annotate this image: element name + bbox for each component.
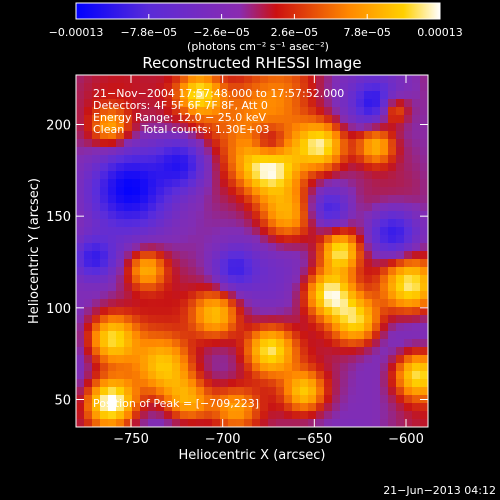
x-tick-label: −600 xyxy=(388,432,424,447)
annotation-counts: Clean Total counts: 1.30E+03 xyxy=(93,123,270,136)
y-tick-label: 100 xyxy=(46,302,71,317)
annotation-time: 21−Nov−2004 17:57:48.000 to 17:57:52.000 xyxy=(93,87,344,100)
y-tick-label: 200 xyxy=(46,119,71,134)
y-tick-label: 50 xyxy=(54,394,71,409)
colorbar-tick-label: −7.8e−05 xyxy=(120,26,177,39)
footer-timestamp: 21−Jun−2013 04:12 xyxy=(383,484,496,497)
peak-position-label: Position of Peak = [−709,223] xyxy=(93,397,259,410)
x-tick-label: −700 xyxy=(205,432,241,447)
colorbar-tick-label: −2.6e−05 xyxy=(193,26,250,39)
y-tick-label: 150 xyxy=(46,210,71,225)
colorbar xyxy=(75,2,441,20)
colorbar-tick-labels: −0.00013 −7.8e−05 −2.6e−05 2.6e−05 7.8e−05 0.… xyxy=(49,26,463,39)
heatmap-image xyxy=(76,75,428,427)
annotation-block: 21−Nov−2004 17:57:48.000 to 17:57:52.000… xyxy=(93,87,344,136)
colorbar-ticks xyxy=(75,14,441,19)
x-tick-label: −750 xyxy=(113,432,149,447)
y-axis-ticks: 50 100 150 200 xyxy=(46,119,428,409)
x-tick-label: −650 xyxy=(296,432,332,447)
colorbar-tick-label: 7.8e−05 xyxy=(343,26,390,39)
plot-frame xyxy=(75,74,429,428)
annotation-detectors: Detectors: 4F 5F 6F 7F 8F, Att 0 xyxy=(93,99,268,112)
annotation-energy: Energy Range: 12.0 − 25.0 keV xyxy=(93,111,267,124)
x-axis-ticks: −750 −700 −650 −600 xyxy=(113,75,424,447)
colorbar-tick-label: 0.00013 xyxy=(417,26,463,39)
colorbar-units: (photons cm⁻² s⁻¹ asec⁻²) xyxy=(187,40,329,53)
colorbar-tick-label: 2.6e−05 xyxy=(271,26,318,39)
colorbar-tick-label: −0.00013 xyxy=(49,26,104,39)
y-axis-label: Heliocentric Y (arcsec) xyxy=(27,178,42,324)
x-axis-label: Heliocentric X (arcsec) xyxy=(179,448,326,463)
chart-title: Reconstructed RHESSI Image xyxy=(142,54,361,72)
